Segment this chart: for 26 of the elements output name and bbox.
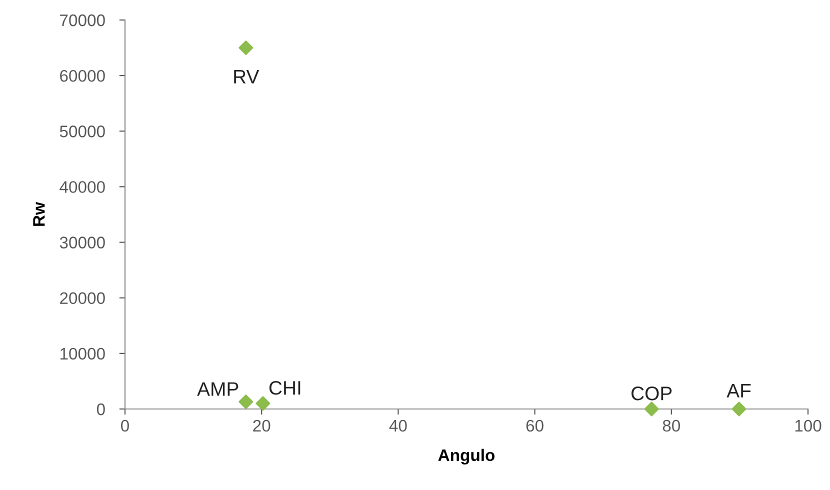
point [238,40,254,56]
x-tick-label: 60 [526,420,544,432]
annotation: AMP [197,382,238,396]
y-tick-label: 0 [96,403,105,416]
x-tick-label: 80 [662,420,680,432]
x-tick-label: 20 [253,420,270,432]
y-tick-label: 50000 [60,126,105,138]
y-tick-label: 40000 [60,181,105,193]
y-tick-label: 20000 [60,292,105,304]
point [732,402,746,416]
y-tick-label: 30000 [60,236,105,248]
point [238,394,254,410]
x-tick-label: 0 [121,420,129,432]
y-tick-label: 70000 [60,14,105,26]
x-tick-label: 40 [389,420,407,432]
point [644,402,659,416]
point [256,396,270,411]
annotation: RV [234,70,260,84]
annotation: COP [632,386,672,400]
y-axis-title: Rw [33,202,45,226]
y-tick-label: 60000 [60,70,105,82]
annotation: CHI [269,381,300,395]
x-axis-title: Angulo [438,448,495,464]
x-tick-label: 100 [795,420,822,432]
annotation: AF [726,384,751,398]
y-tick-label: 10000 [60,348,105,360]
